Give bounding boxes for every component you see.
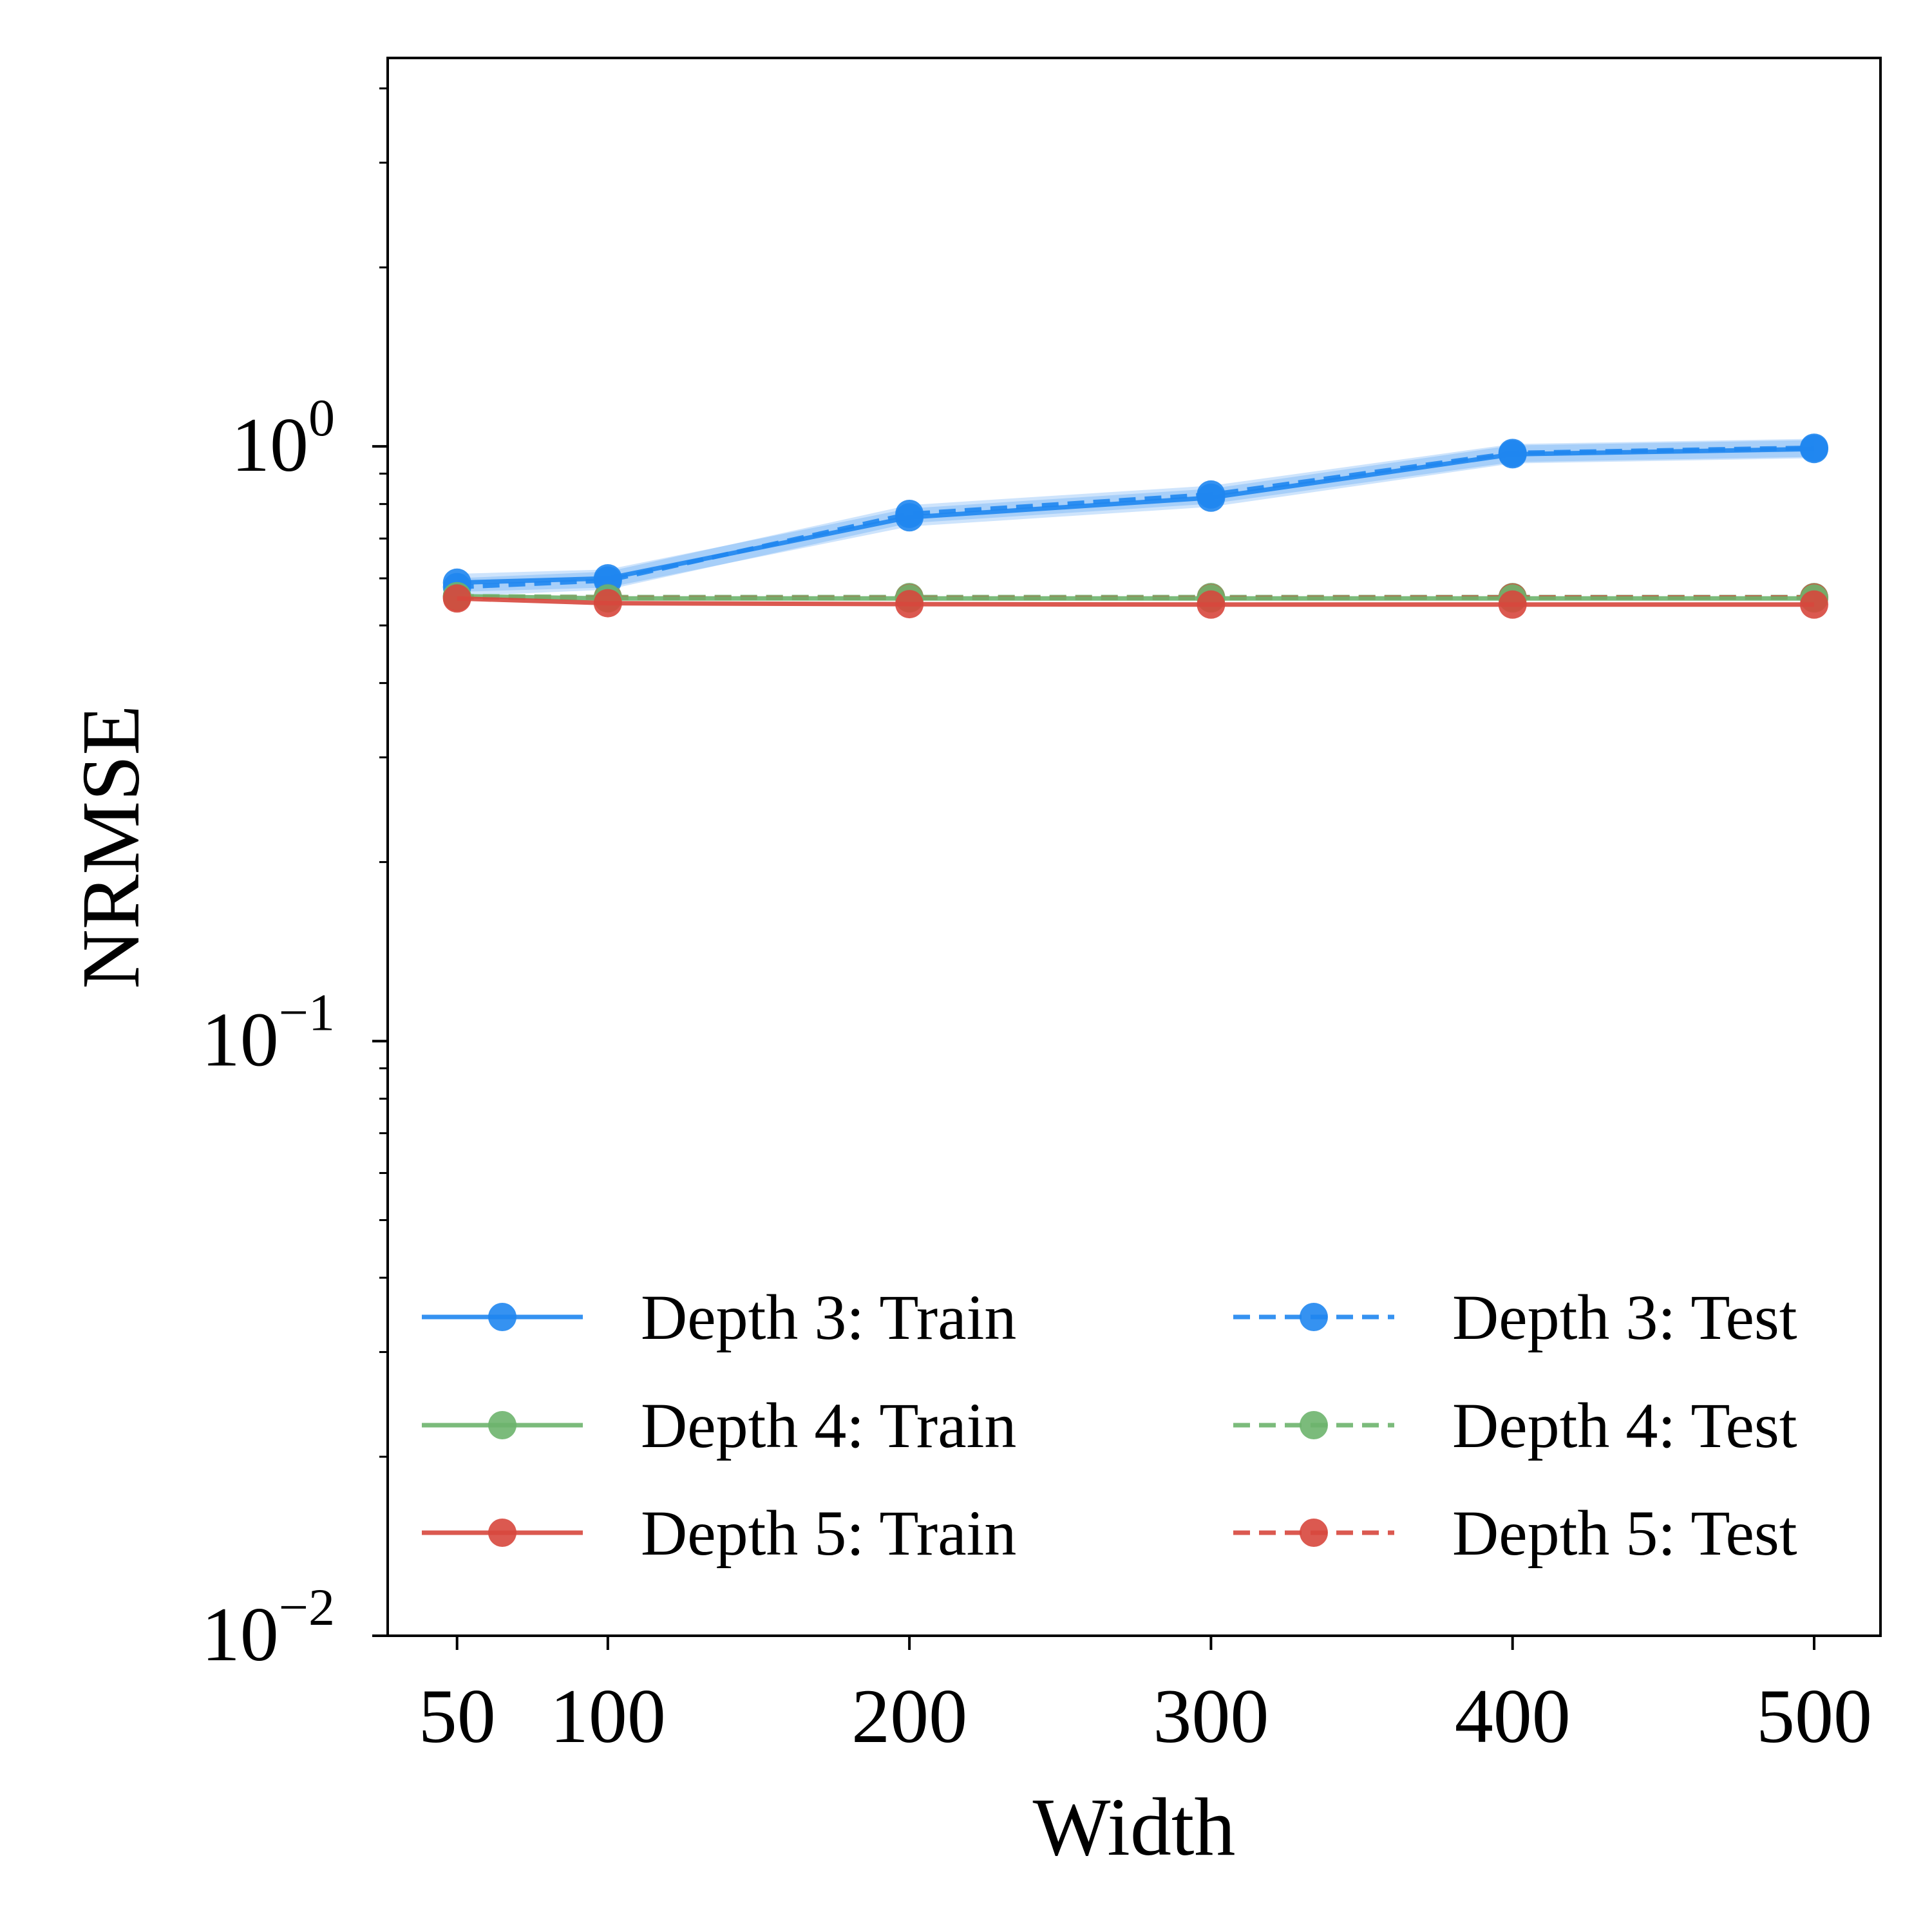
x-axis-label: Width — [1033, 1781, 1236, 1873]
data-point — [1799, 590, 1828, 619]
data-point — [1498, 590, 1527, 619]
series-line — [457, 596, 1814, 607]
data-point — [1799, 435, 1828, 464]
legend-marker — [488, 1519, 516, 1547]
y-tick-base: 10 — [202, 997, 279, 1083]
y-tick-label: 100 — [231, 388, 335, 488]
legend-swatch — [422, 1303, 583, 1331]
legend-item: Depth 3: Test — [1233, 1282, 1797, 1353]
data-point — [442, 584, 471, 613]
legend-swatch — [1233, 1519, 1394, 1547]
x-tick-labels: 50 100 200 300 400 500 — [419, 1673, 1872, 1759]
data-point — [895, 590, 924, 619]
x-tick-label: 50 — [419, 1673, 496, 1759]
legend-swatch — [422, 1411, 583, 1439]
legend-marker — [488, 1303, 516, 1331]
legend-swatch — [1233, 1411, 1394, 1439]
legend: Depth 3: Train Depth 4: Train Depth 5: T… — [422, 1282, 1797, 1569]
legend-swatch — [1233, 1303, 1394, 1331]
legend-label: Depth 3: Train — [641, 1282, 1016, 1353]
legend-label: Depth 3: Test — [1452, 1282, 1797, 1353]
legend-swatch — [422, 1519, 583, 1547]
y-axis-label: NRMSE — [65, 705, 156, 989]
legend-marker — [488, 1411, 516, 1439]
data-point — [1498, 440, 1527, 469]
data-point — [1197, 590, 1226, 619]
legend-label: Depth 5: Test — [1452, 1497, 1797, 1569]
y-tick-exponent: 0 — [308, 388, 335, 447]
legend-marker — [1300, 1303, 1328, 1331]
y-tick-label: 10−2 — [202, 1578, 335, 1677]
data-point — [895, 503, 924, 532]
x-tick-label: 200 — [851, 1673, 967, 1759]
x-tick-label: 300 — [1153, 1673, 1269, 1759]
legend-marker — [1300, 1519, 1328, 1547]
legend-item: Depth 4: Test — [1233, 1390, 1797, 1461]
series-layer — [442, 433, 1828, 619]
legend-marker — [1300, 1411, 1328, 1439]
data-point — [1197, 483, 1226, 512]
y-tick-exponent: −2 — [279, 1578, 335, 1636]
x-tick-label: 400 — [1455, 1673, 1571, 1759]
legend-label: Depth 4: Test — [1452, 1390, 1797, 1461]
plot-area — [386, 57, 1882, 1637]
legend-label: Depth 5: Train — [641, 1497, 1016, 1569]
y-tick-base: 10 — [202, 1591, 279, 1677]
data-point — [593, 589, 622, 618]
series-line — [457, 446, 1815, 585]
legend-item: Depth 5: Test — [1233, 1497, 1797, 1569]
axis-ticks-layer — [372, 87, 1815, 1650]
data-point — [593, 564, 622, 593]
legend-item: Depth 5: Train — [422, 1497, 1016, 1569]
x-tick-label: 100 — [550, 1673, 666, 1759]
series-line — [457, 594, 1814, 601]
y-tick-base: 10 — [231, 402, 308, 488]
y-tick-label: 10−1 — [202, 983, 335, 1083]
y-tick-exponent: −1 — [279, 983, 335, 1042]
legend-item: Depth 3: Train — [422, 1282, 1016, 1353]
x-tick-label: 500 — [1756, 1673, 1872, 1759]
legend-label: Depth 4: Train — [641, 1390, 1016, 1461]
y-tick-labels: 100 10−1 10−2 — [202, 388, 335, 1677]
legend-item: Depth 4: Train — [422, 1390, 1016, 1461]
